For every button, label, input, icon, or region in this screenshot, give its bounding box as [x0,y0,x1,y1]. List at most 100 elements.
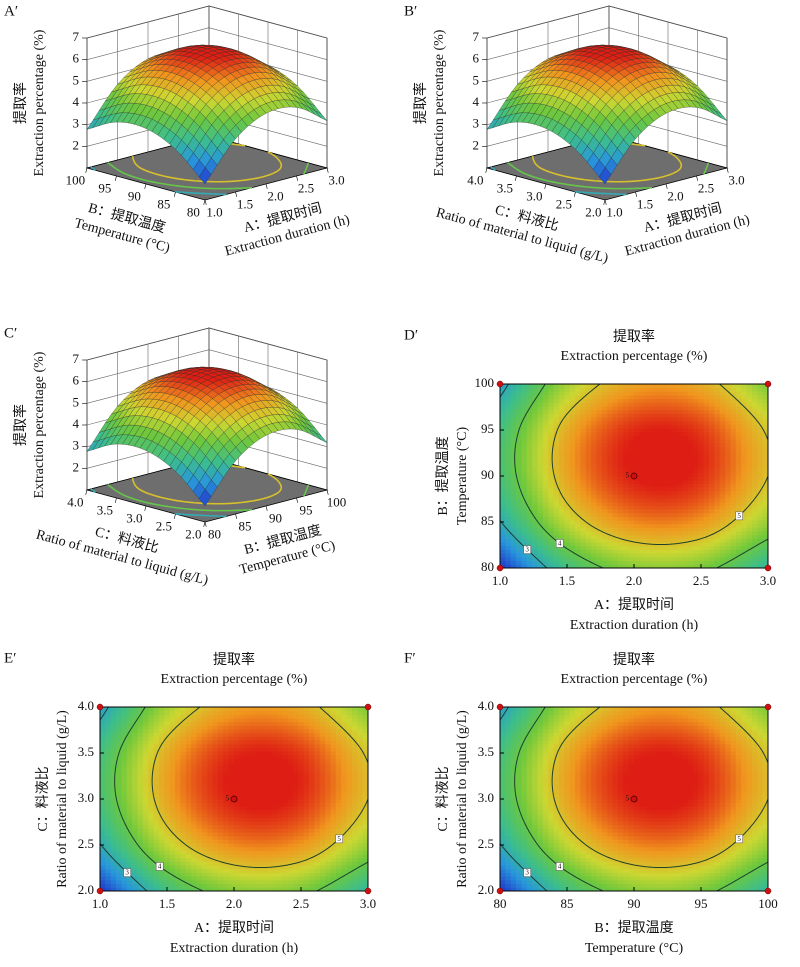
heat-cell [255,835,262,840]
heat-cell [303,846,310,851]
heat-cell [634,384,640,389]
heat-cell [682,494,688,499]
heat-cell [639,498,646,503]
heat-cell [741,428,747,433]
heat-cell [255,868,262,873]
heat-cell [553,527,560,532]
heat-cell [612,542,619,547]
heat-cell [521,424,528,429]
heat-cell [510,398,517,403]
heat-cell [548,450,554,455]
heat-cell [751,549,758,554]
heat-cell [266,857,272,862]
heat-cell [314,879,321,885]
heat-cell [692,420,699,425]
heat-cell [585,476,592,481]
heat-cell [309,861,315,866]
tick-mark [265,505,268,511]
heat-cell [671,553,678,558]
heat-cell [505,420,512,425]
heat-cell [239,872,246,877]
heat-cell [553,387,560,392]
heat-cell [714,509,721,514]
heat-cell [596,498,603,503]
heat-cell [266,876,272,881]
z-tick-label: 4 [73,416,80,431]
heat-cell [666,472,672,477]
heat-cell [580,560,587,565]
heat-cell [153,872,160,877]
z-tick-label: 3 [73,438,80,453]
heat-cell [687,406,694,411]
heat-cell [325,868,331,873]
heat-cell [607,498,613,503]
heat-cell [719,490,726,495]
heat-cell [730,464,737,470]
heat-cell [757,468,764,473]
heat-cell [741,490,747,495]
heat-cell [735,498,742,503]
heat-cell [319,865,326,870]
heat-cell [228,843,235,848]
heat-cell [201,865,208,870]
heat-cell [650,457,656,462]
heat-cell [682,545,688,550]
heat-cell [314,824,321,829]
heat-cell [500,435,506,440]
heat-cell [687,490,694,495]
heat-cell [676,450,683,455]
z-tick-label: 5 [473,72,480,87]
heat-cell [158,876,165,881]
heat-cell [725,472,731,477]
heat-cell [596,409,603,414]
heat-cell [591,453,597,458]
heat-cell [542,424,549,429]
heat-cell [714,406,721,411]
heat-cell [666,402,672,407]
heat-cell [687,395,694,400]
heat-cell [521,538,528,543]
heat-cell [676,549,683,554]
heat-cell [703,428,710,433]
heat-cell [596,387,603,392]
heat-cell [607,560,613,565]
heat-cell [719,534,726,539]
heat-cell [532,483,538,488]
heat-cell [191,828,197,833]
heat-cell [596,549,603,554]
heat-cell [542,487,549,492]
heat-cell [110,839,117,844]
heat-cell [542,560,549,565]
heat-cell [703,468,710,473]
heat-cell [714,464,721,470]
heat-cell [575,431,581,436]
tick-mark [235,513,238,519]
heat-cell [548,523,554,528]
heat-cell [655,545,662,550]
heat-cell [607,472,613,477]
heat-cell [639,431,646,436]
heat-cell [505,442,512,447]
heat-cell [287,865,294,870]
heat-cell [607,545,613,550]
heat-cell [682,483,688,488]
heat-cell [303,861,310,866]
heat-cell [709,483,715,488]
heat-cell [137,872,144,877]
heat-cell [537,461,544,466]
heat-cell [692,406,699,411]
heat-cell [564,387,571,392]
heat-cell [569,487,576,492]
heat-cell [521,387,528,392]
heat-cell [244,861,251,866]
heat-cell [575,446,581,451]
heat-cell [505,402,512,407]
heat-cell [164,854,171,859]
heat-cell [676,461,683,466]
heat-cell [655,531,662,536]
heat-cell [714,545,721,550]
heat-cell [676,538,683,543]
heat-cell [142,868,149,873]
heat-cell [580,509,587,514]
